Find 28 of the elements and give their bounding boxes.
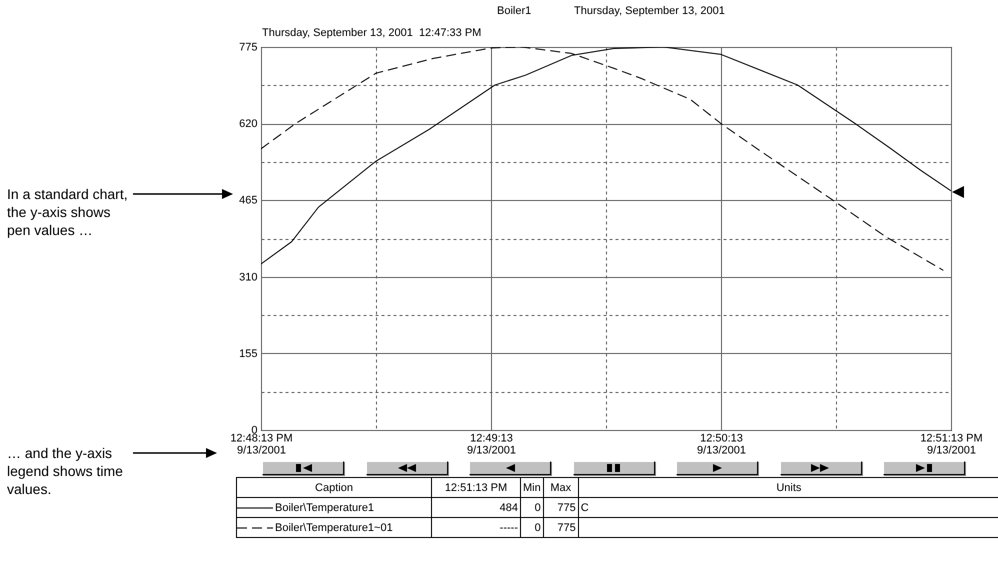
x-tick-label: 12:49:13 9/13/2001 <box>467 432 516 456</box>
legend-label: Boiler\Temperature1~01 <box>275 522 393 534</box>
chart-subtitle: Thursday, September 13, 2001 <box>574 5 725 17</box>
text: 0 <box>520 498 544 518</box>
y-tick-label: 775 <box>239 42 258 54</box>
text: 484 <box>432 498 520 518</box>
text: Units <box>578 478 998 498</box>
text: … and the y-axis legend shows time values. <box>7 444 124 498</box>
x-tick-label: 12:51:13 PM 9/13/2001 <box>920 432 983 456</box>
text: 0 <box>520 518 544 538</box>
text: In a standard chart, the y-axis shows pen values … <box>7 185 129 239</box>
text: 12:51:13 PM <box>432 478 520 498</box>
text: 775 <box>543 518 578 538</box>
legend-label: Boiler\Temperature1 <box>275 502 374 514</box>
text: Caption <box>236 478 432 498</box>
text: Min <box>520 478 544 498</box>
text: C <box>578 498 998 518</box>
text: Max <box>543 478 578 498</box>
x-tick-label: 12:48:13 PM 9/13/2001 <box>230 432 293 456</box>
chart-title: Boiler1 <box>497 5 532 17</box>
y-tick-label: 310 <box>239 271 258 284</box>
text: 775 <box>543 498 578 518</box>
y-tick-label: 465 <box>239 194 258 207</box>
x-tick-label: 12:50:13 9/13/2001 <box>697 432 746 456</box>
y-tick-label: 155 <box>239 348 258 360</box>
text: Thursday, September 13, 2001 12:47:33 PM <box>262 27 482 39</box>
y-tick-label: 620 <box>239 118 258 130</box>
text: ----- <box>432 518 520 538</box>
